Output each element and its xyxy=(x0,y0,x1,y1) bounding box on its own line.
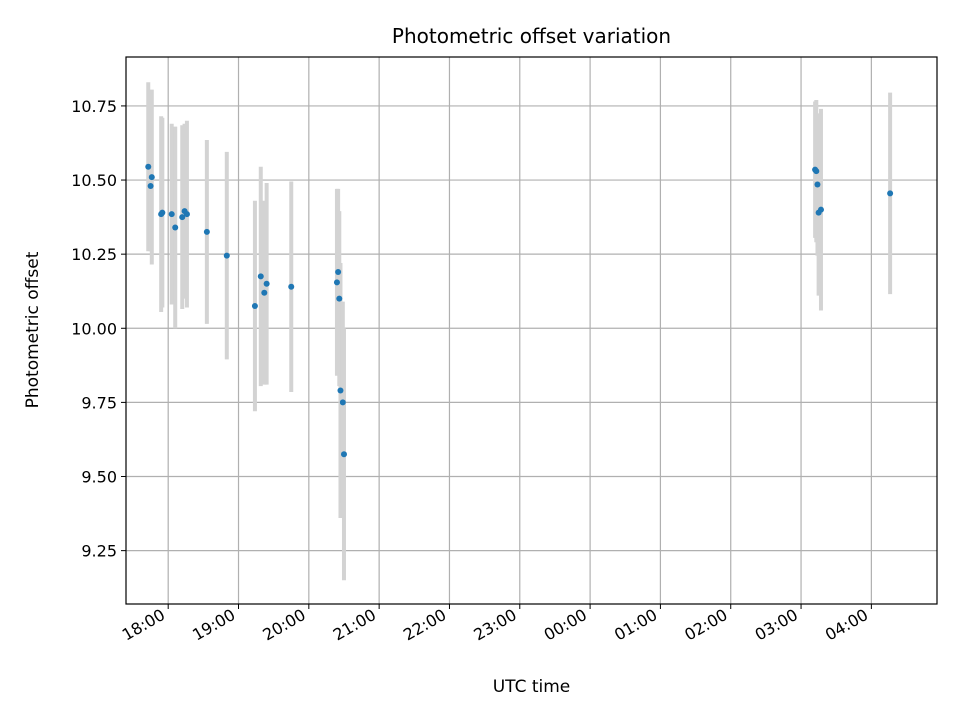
data-point xyxy=(261,289,268,296)
data-point xyxy=(223,252,230,259)
chart-title: Photometric offset variation xyxy=(392,24,671,48)
data-point xyxy=(183,211,190,218)
data-point xyxy=(145,163,152,170)
data-point xyxy=(203,228,210,235)
data-point xyxy=(814,181,821,188)
y-tick-label: 10.25 xyxy=(71,245,117,264)
y-tick-label: 9.50 xyxy=(81,468,117,487)
data-point xyxy=(288,283,295,290)
data-point xyxy=(159,209,166,216)
plot-frame xyxy=(125,56,938,605)
data-point xyxy=(263,280,270,287)
data-point xyxy=(251,303,258,310)
data-point xyxy=(336,295,343,302)
y-tick-label: 10.00 xyxy=(71,319,117,338)
x-axis-label: UTC time xyxy=(493,677,571,697)
data-point xyxy=(887,190,894,197)
data-point xyxy=(817,206,824,213)
y-tick-label: 9.25 xyxy=(81,542,117,561)
data-point xyxy=(333,279,340,286)
y-axis-label: Photometric offset xyxy=(23,251,43,408)
data-point xyxy=(335,268,342,275)
data-point xyxy=(147,182,154,189)
data-point xyxy=(337,387,344,394)
data-point xyxy=(339,399,346,406)
data-point xyxy=(172,224,179,231)
data-point xyxy=(148,174,155,181)
data-points xyxy=(145,163,894,458)
y-tick-label: 9.75 xyxy=(81,393,117,412)
y-axis-ticks: 9.25 9.50 9.75 10.00 10.25 10.50 10.75 xyxy=(71,97,126,561)
data-point xyxy=(257,273,264,280)
y-tick-label: 10.50 xyxy=(71,171,117,190)
data-point xyxy=(168,211,175,218)
y-tick-label: 10.75 xyxy=(71,97,117,116)
data-point xyxy=(179,214,186,221)
data-point xyxy=(813,168,820,175)
data-point xyxy=(340,451,347,458)
